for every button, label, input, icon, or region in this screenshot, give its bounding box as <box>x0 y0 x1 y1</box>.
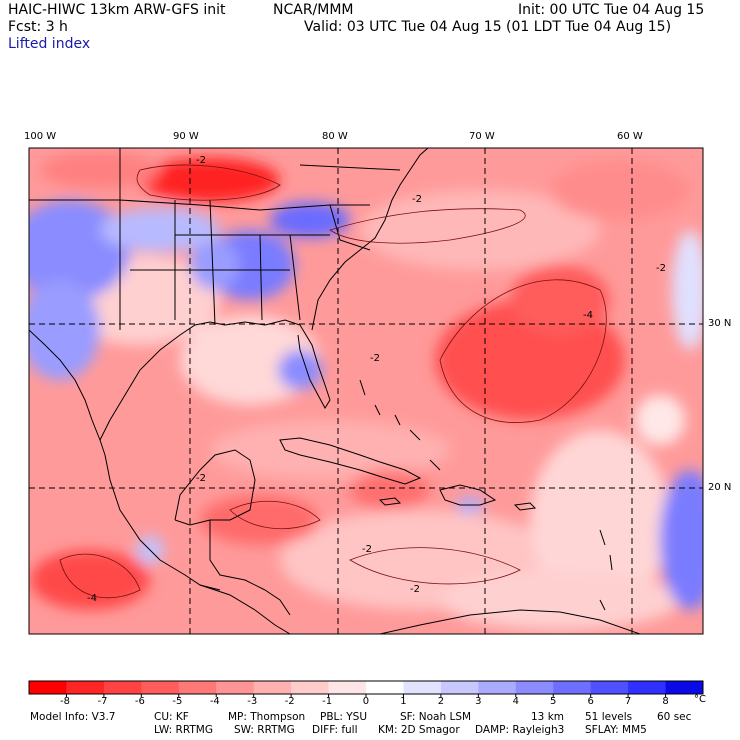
footer-sflay: SFLAY: MM5 <box>585 724 647 736</box>
colorbar-cells <box>29 681 704 697</box>
colorbar-cell <box>628 681 667 694</box>
footer-diff: DIFF: full <box>312 724 358 736</box>
lon-label-70w: 70 W <box>469 131 495 142</box>
lon-label-90w: 90 W <box>173 131 199 142</box>
contour-label: -2 <box>656 263 666 274</box>
colorbar-cell <box>29 681 67 694</box>
colorbar-tick-label: 7 <box>624 696 632 707</box>
coastlines <box>29 148 641 634</box>
footer-cu: CU: KF <box>154 711 189 723</box>
footer-model-info: Model Info: V3.7 <box>30 711 116 723</box>
colorbar-tick-label: 1 <box>400 696 407 707</box>
colorbar-tick-label: 0 <box>362 696 370 707</box>
field-name: Lifted index <box>8 36 91 52</box>
colorbar-tick-label: 6 <box>587 696 594 707</box>
contour-label: -2 <box>410 584 420 595</box>
footer-resolution: 13 km <box>531 711 565 723</box>
graticule <box>29 148 703 634</box>
colorbar-cell <box>553 681 592 694</box>
colorbar-cell <box>328 681 367 694</box>
footer-sw: SW: RRTMG <box>234 724 295 736</box>
valid-time: Valid: 03 UTC Tue 04 Aug 15 (01 LDT Tue … <box>304 19 672 35</box>
contour-label: -2 <box>370 353 380 364</box>
colorbar-frame <box>28 680 704 695</box>
colorbar-unit: °C <box>694 694 706 705</box>
colorbar-cell <box>403 681 442 694</box>
lat-label-20n: 20 N <box>708 482 732 493</box>
colorbar-cell <box>141 681 180 694</box>
footer-levels: 51 levels <box>585 711 633 723</box>
init-time: Init: 00 UTC Tue 04 Aug 15 <box>518 2 705 18</box>
colorbar-tick-label: 2 <box>437 696 445 707</box>
colorbar-cell <box>291 681 330 694</box>
contour-label: -2 <box>196 155 206 166</box>
map-frame <box>28 147 704 635</box>
footer-damp: DAMP: Rayleigh3 <box>475 724 565 736</box>
lon-label-100w: 100 W <box>24 131 57 142</box>
colorbar-cell <box>253 681 292 694</box>
colorbar-tick-label: -7 <box>97 696 108 707</box>
colorbar-tick-label: 8 <box>662 696 669 707</box>
contour-label: -4 <box>87 593 97 604</box>
colorbar-tick-label: -6 <box>134 696 145 707</box>
contour-label: -4 <box>583 310 593 321</box>
colorbar-cell <box>478 681 517 694</box>
colorbar-cell <box>178 681 217 694</box>
colorbar-cell <box>216 681 255 694</box>
colorbar-tick-label: 3 <box>475 696 482 707</box>
colorbar-cell <box>440 681 479 694</box>
colorbar-cell <box>103 681 142 694</box>
colorbar-tick-label: 5 <box>550 696 557 707</box>
colorbar-cell <box>66 681 105 694</box>
contour-label: -2 <box>362 544 372 555</box>
colorbar-tick-label: -5 <box>172 696 183 707</box>
colorbar-tick-label: -1 <box>322 696 333 707</box>
contour-label: -2 <box>412 194 422 205</box>
footer-km: KM: 2D Smagor <box>378 724 460 736</box>
colorbar-cell <box>366 681 404 694</box>
lat-label-30n: 30 N <box>708 318 732 329</box>
footer-lw: LW: RRTMG <box>154 724 213 736</box>
colorbar-tick-label: -4 <box>209 696 220 707</box>
footer-mp: MP: Thompson <box>228 711 306 723</box>
lon-label-80w: 80 W <box>322 131 348 142</box>
forecast-hour: Fcst: 3 h <box>8 19 68 35</box>
footer-timestep: 60 sec <box>657 711 692 723</box>
colorbar-tick-label: -3 <box>247 696 258 707</box>
colorbar-cell <box>515 681 554 694</box>
contour-label: -2 <box>196 473 206 484</box>
contours <box>59 164 607 599</box>
footer-sf: SF: Noah LSM <box>400 711 472 723</box>
colorbar-tick-label: 4 <box>512 696 519 707</box>
lon-label-60w: 60 W <box>617 131 643 142</box>
model-title: HAIC-HIWC 13km ARW-GFS init <box>8 2 226 18</box>
colorbar-cell <box>665 681 704 694</box>
org-label: NCAR/MMM <box>273 2 354 18</box>
footer-pbl: PBL: YSU <box>320 711 368 723</box>
colorbar-tick-label: -8 <box>60 696 71 707</box>
colorbar-tick-label: -2 <box>284 696 295 707</box>
colorbar-cell <box>590 681 629 694</box>
